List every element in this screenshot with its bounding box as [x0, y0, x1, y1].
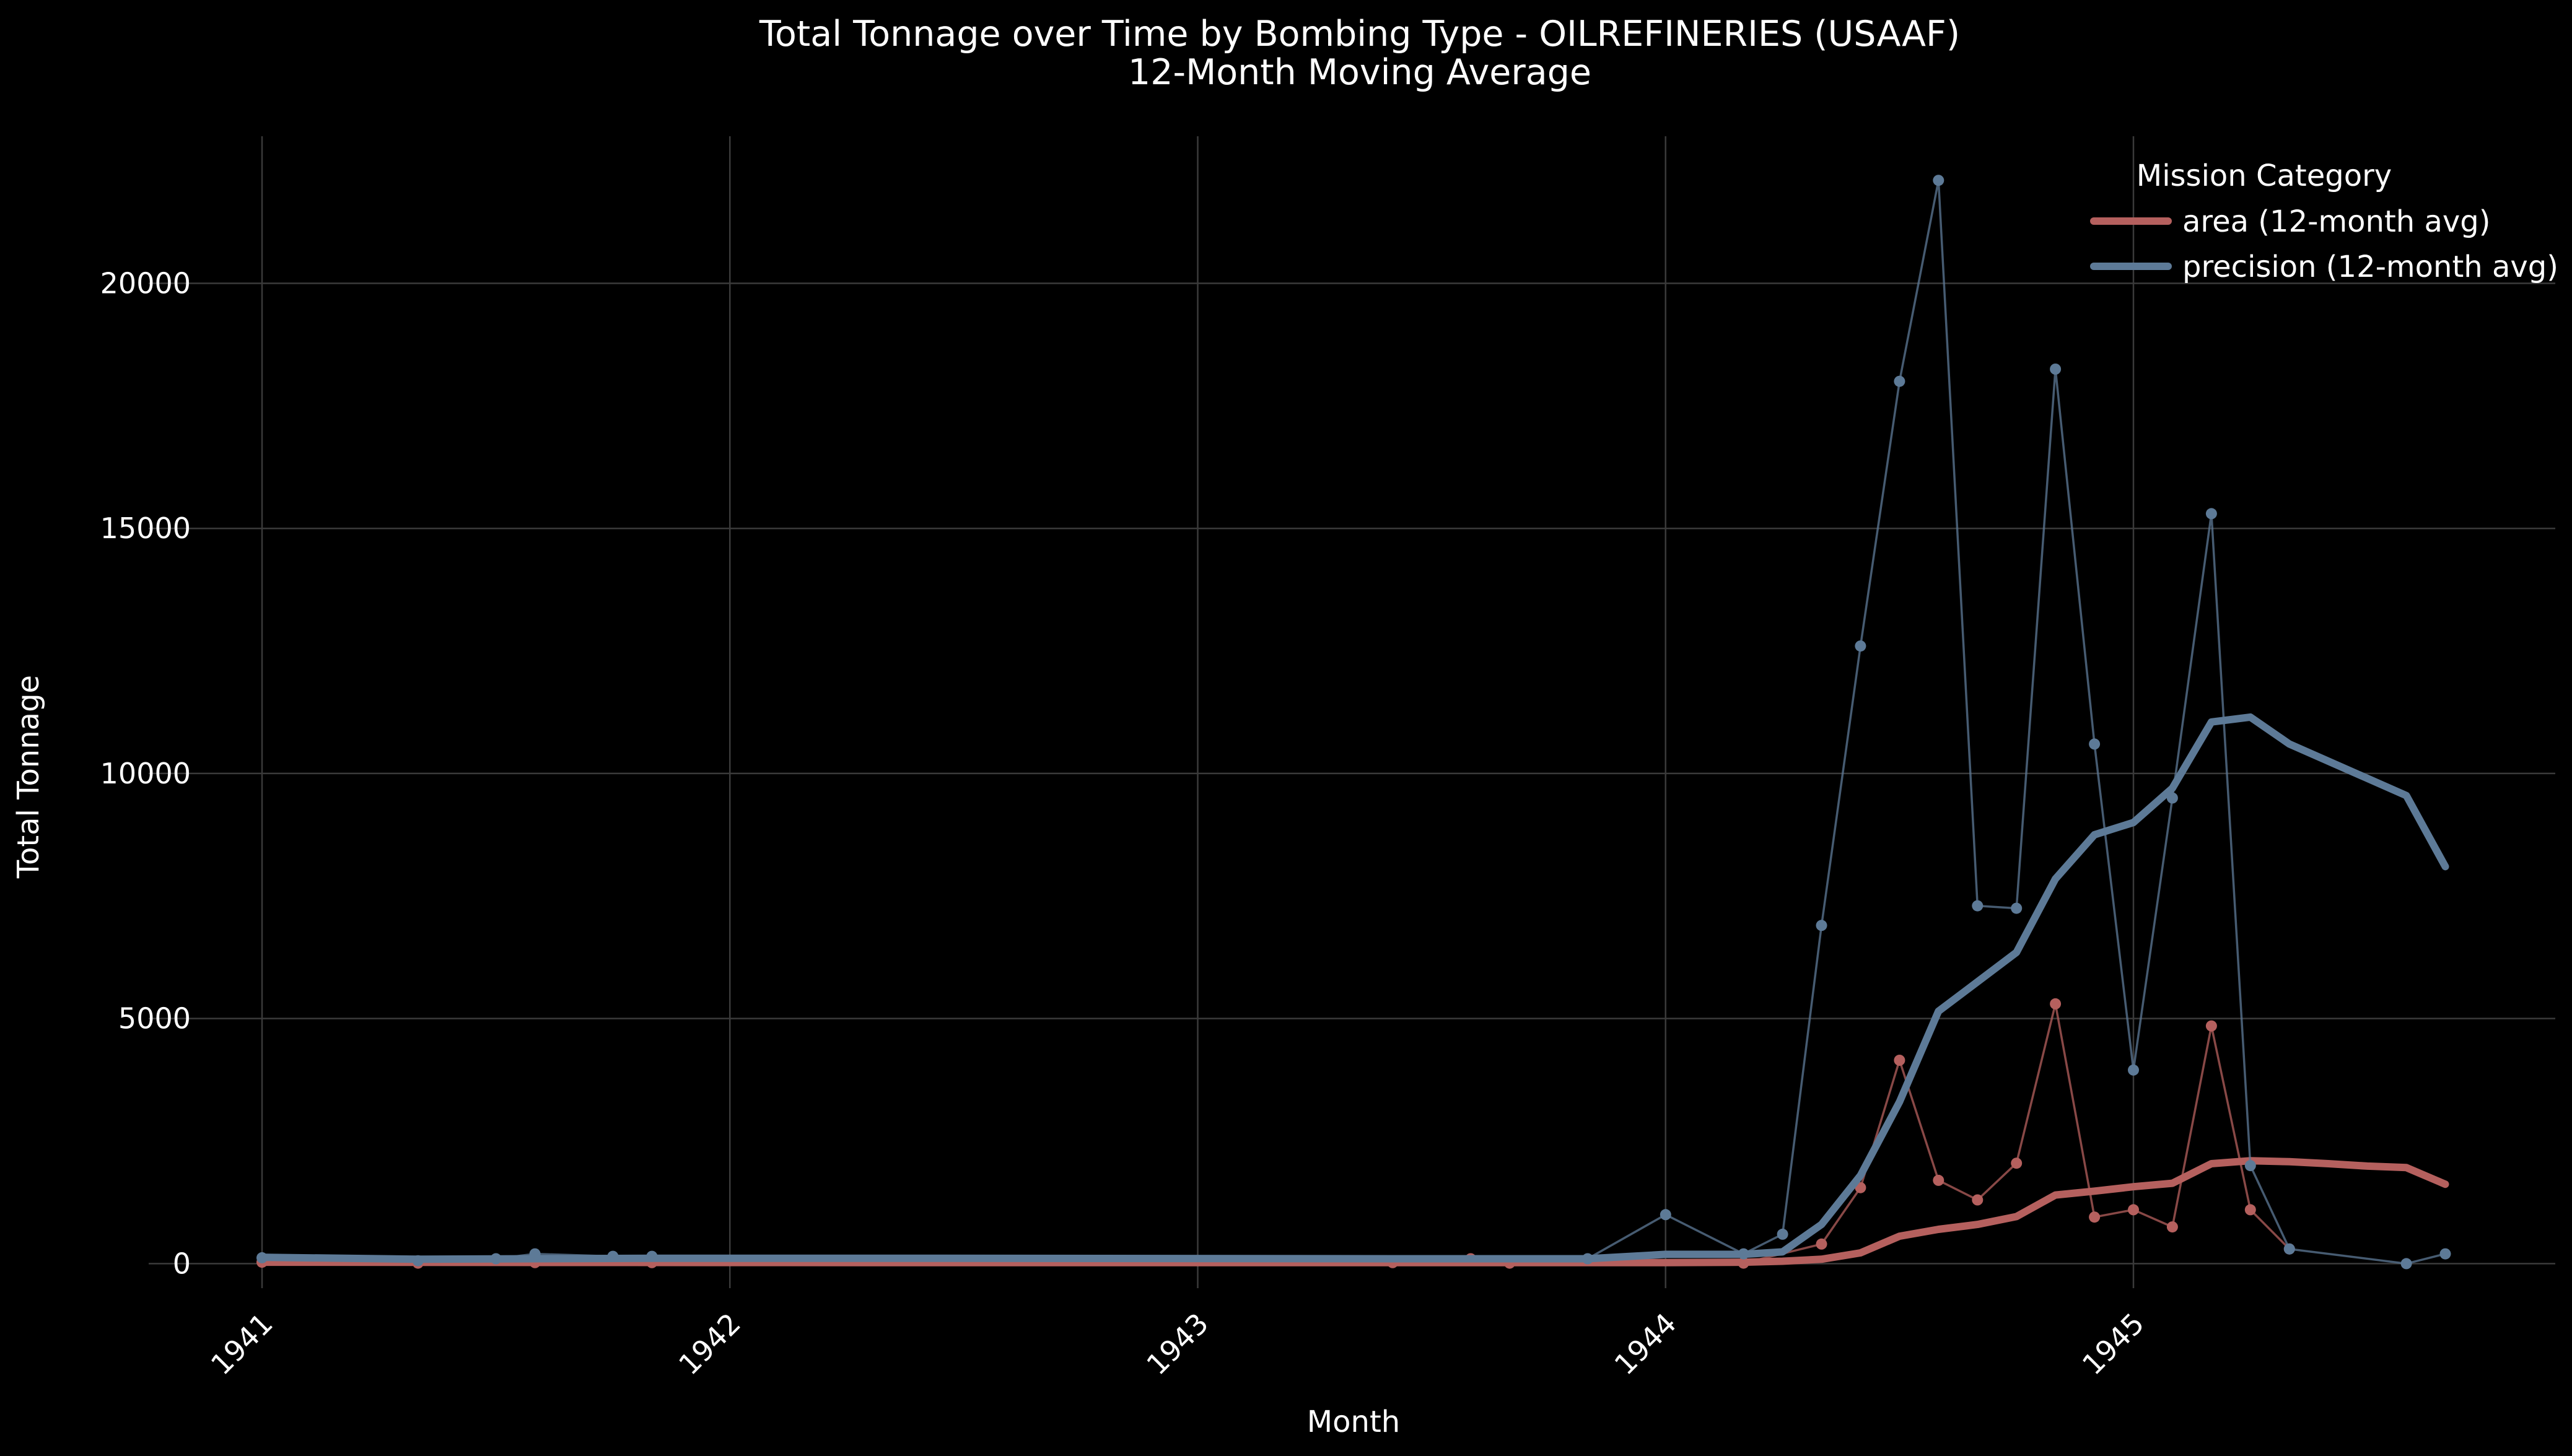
data-point-precision [2400, 1258, 2412, 1270]
legend-label-area: area (12-month avg) [2182, 204, 2490, 239]
moving-avg-line-precision [258, 713, 2449, 1263]
data-point-area [2166, 1221, 2178, 1233]
legend-title: Mission Category [2137, 159, 2392, 193]
legend: Mission Category area (12-month avg) pre… [2090, 159, 2558, 284]
moving-avg-line-area [258, 1157, 2449, 1266]
x-tick-label: 1943 [1140, 1307, 1215, 1382]
chart-subtitle: 12-Month Moving Average [1128, 52, 1591, 93]
x-tick-label: 1945 [2076, 1307, 2151, 1382]
data-point-precision [1855, 640, 1866, 652]
data-point-precision [2011, 902, 2023, 914]
data-point-precision [2439, 1248, 2451, 1260]
data-point-precision [1972, 900, 1984, 912]
data-point-area [1894, 1055, 1905, 1066]
data-point-area [2128, 1204, 2139, 1216]
data-point-area [1933, 1174, 1944, 1186]
data-point-precision [1933, 175, 1944, 186]
data-point-precision [1660, 1209, 1671, 1221]
legend-label-precision: precision (12-month avg) [2182, 250, 2558, 284]
data-point-precision [2089, 738, 2101, 750]
x-tick-label: 1941 [204, 1307, 279, 1382]
data-point-area [2089, 1211, 2101, 1223]
series-area [256, 998, 2449, 1269]
data-point-precision [2283, 1243, 2295, 1255]
data-point-precision [2205, 508, 2217, 520]
x-axis-label: Month [1307, 1405, 1400, 1439]
x-tick-labels: 1941 1942 1943 1944 1945 [204, 1307, 2151, 1382]
data-point-area [1816, 1238, 1827, 1250]
y-tick-label: 0 [173, 1247, 191, 1280]
x-tick-label: 1944 [1608, 1307, 1683, 1382]
y-tick-label: 10000 [100, 757, 191, 790]
monthly-line-precision [261, 180, 2446, 1265]
data-point-area [2205, 1020, 2217, 1032]
series-precision [256, 175, 2451, 1270]
data-point-precision [1816, 920, 1827, 931]
x-gridlines [261, 136, 2135, 1288]
chart-title: Total Tonnage over Time by Bombing Type … [759, 14, 1960, 54]
data-point-area [1972, 1194, 1984, 1206]
y-axis-label: Total Tonnage [11, 675, 46, 879]
series-layer [256, 175, 2451, 1270]
y-tick-label: 20000 [100, 266, 191, 300]
data-point-precision [1777, 1228, 1788, 1240]
y-tick-label: 15000 [100, 512, 191, 545]
data-point-area [2050, 998, 2062, 1009]
y-tick-label: 5000 [118, 1002, 191, 1035]
data-point-area [2244, 1204, 2256, 1216]
data-point-precision [2128, 1064, 2139, 1076]
data-point-precision [2244, 1160, 2256, 1172]
data-point-area [2011, 1157, 2023, 1169]
x-tick-label: 1942 [672, 1307, 747, 1382]
y-tick-labels: 0 5000 10000 15000 20000 [100, 266, 191, 1280]
data-point-precision [1894, 375, 1905, 387]
data-point-precision [2050, 364, 2062, 375]
